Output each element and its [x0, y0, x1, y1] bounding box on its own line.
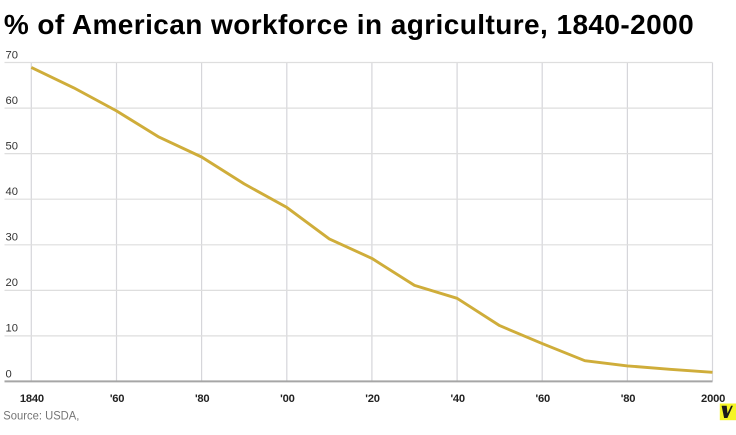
svg-text:'60: '60	[110, 393, 125, 405]
svg-text:'00: '00	[280, 393, 295, 405]
svg-text:'60: '60	[536, 393, 551, 405]
svg-text:10: 10	[6, 323, 18, 335]
svg-text:40: 40	[6, 186, 18, 198]
svg-text:20: 20	[6, 277, 18, 289]
svg-text:% of American workforce in agr: % of American workforce in agriculture, …	[4, 9, 694, 40]
svg-text:Source: USDA,: Source: USDA,	[3, 409, 79, 423]
svg-text:50: 50	[6, 140, 18, 152]
svg-text:70: 70	[6, 49, 18, 61]
svg-text:'80: '80	[621, 393, 636, 405]
svg-text:1840: 1840	[20, 393, 44, 405]
svg-text:'20: '20	[365, 393, 380, 405]
svg-text:'40: '40	[450, 393, 465, 405]
svg-text:2000: 2000	[701, 393, 725, 405]
svg-text:'80: '80	[195, 393, 210, 405]
svg-text:60: 60	[6, 95, 18, 107]
svg-text:0: 0	[6, 368, 12, 380]
svg-text:30: 30	[6, 232, 18, 244]
